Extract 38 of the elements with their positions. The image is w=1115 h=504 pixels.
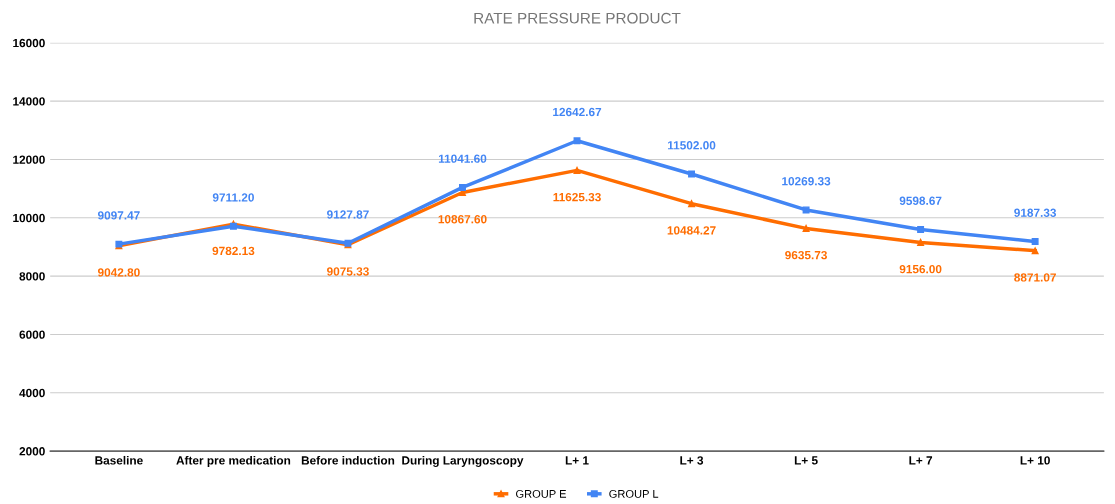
x-tick-label: Baseline xyxy=(95,455,143,465)
data-label: 9598.67 xyxy=(899,196,942,205)
data-label: 9075.33 xyxy=(327,267,369,276)
y-tick-label: 6000 xyxy=(19,330,45,339)
x-tick-label: During Laryngoscopy xyxy=(402,455,524,467)
data-label: 9042.80 xyxy=(97,268,140,277)
data-label: 9097.47 xyxy=(97,211,140,220)
x-tick-label: L+ 7 xyxy=(909,456,933,465)
x-tick-label: L+ 1 xyxy=(565,456,589,465)
y-tick-label: 2000 xyxy=(19,447,45,456)
data-label: 12642.67 xyxy=(553,107,602,117)
y-tick-label: 14000 xyxy=(13,97,45,106)
y-tick-label: 12000 xyxy=(13,155,45,164)
x-tick-label: Before induction xyxy=(301,455,395,465)
data-label: 9156.00 xyxy=(899,264,942,274)
y-tick-label: 16000 xyxy=(13,38,45,48)
data-label: 11502.00 xyxy=(667,141,716,150)
data-label: 10269.33 xyxy=(782,177,831,186)
data-label: 9711.20 xyxy=(212,193,254,202)
x-tick-label: L+ 10 xyxy=(1020,456,1050,465)
legend-label: GROUP L xyxy=(609,489,659,498)
x-tick-label: L+ 5 xyxy=(794,456,818,465)
y-tick-label: 10000 xyxy=(13,213,45,223)
x-tick-label: L+ 3 xyxy=(680,456,704,465)
data-label: 10484.27 xyxy=(667,226,716,235)
data-label: 9127.87 xyxy=(327,210,369,219)
y-tick-label: 4000 xyxy=(19,388,45,398)
legend-label: GROUP E xyxy=(516,489,567,498)
data-label: 9782.13 xyxy=(212,246,255,256)
y-tick-label: 8000 xyxy=(19,272,45,281)
chart-title: RATE PRESSURE PRODUCT xyxy=(474,12,681,24)
data-label: 11625.33 xyxy=(553,192,601,202)
data-label: 9187.33 xyxy=(1014,208,1057,217)
data-label: 9635.73 xyxy=(785,250,827,260)
data-label: 8871.07 xyxy=(1014,273,1056,282)
data-label: 10867.60 xyxy=(438,215,487,224)
data-label: 11041.60 xyxy=(438,154,487,163)
x-tick-label: After pre medication xyxy=(176,455,291,467)
